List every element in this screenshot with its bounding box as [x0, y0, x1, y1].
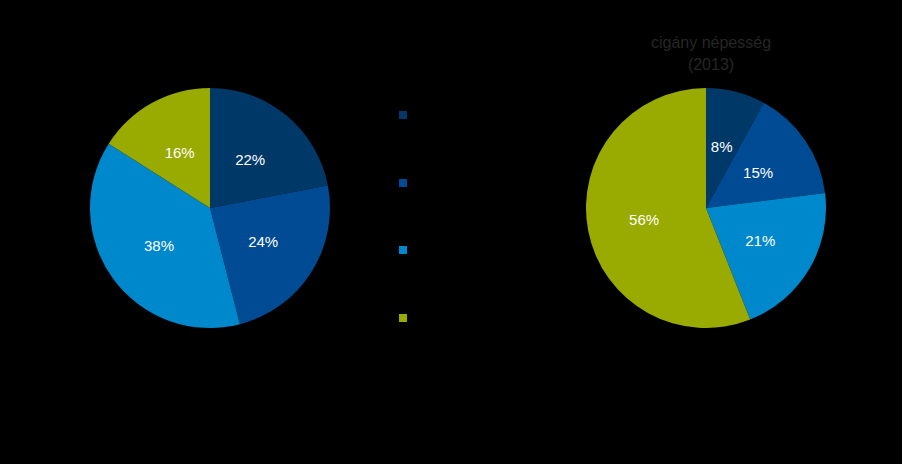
svg-text:21%: 21%	[745, 232, 775, 249]
svg-text:56%: 56%	[629, 211, 659, 228]
svg-text:(2013): (2013)	[688, 56, 734, 73]
svg-text:16%: 16%	[165, 144, 195, 161]
svg-text:22%: 22%	[235, 151, 265, 168]
svg-text:8%: 8%	[711, 138, 733, 155]
svg-text:cigány népesség: cigány népesség	[651, 34, 771, 51]
svg-text:38%: 38%	[144, 237, 174, 254]
svg-text:15%: 15%	[743, 164, 773, 181]
svg-text:24%: 24%	[248, 233, 278, 250]
